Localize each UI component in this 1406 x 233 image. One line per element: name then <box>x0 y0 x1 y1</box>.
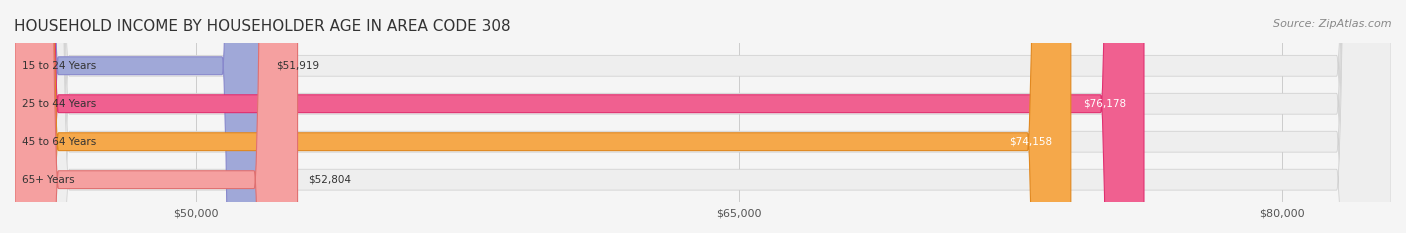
Text: HOUSEHOLD INCOME BY HOUSEHOLDER AGE IN AREA CODE 308: HOUSEHOLD INCOME BY HOUSEHOLDER AGE IN A… <box>14 19 510 34</box>
FancyBboxPatch shape <box>15 0 1391 233</box>
FancyBboxPatch shape <box>15 0 1144 233</box>
Text: 25 to 44 Years: 25 to 44 Years <box>22 99 97 109</box>
FancyBboxPatch shape <box>15 0 298 233</box>
Text: $76,178: $76,178 <box>1083 99 1126 109</box>
FancyBboxPatch shape <box>15 0 266 233</box>
Text: $51,919: $51,919 <box>277 61 319 71</box>
Text: Source: ZipAtlas.com: Source: ZipAtlas.com <box>1274 19 1392 29</box>
Text: 65+ Years: 65+ Years <box>22 175 75 185</box>
FancyBboxPatch shape <box>15 0 1391 233</box>
Text: $74,158: $74,158 <box>1010 137 1053 147</box>
Text: $52,804: $52,804 <box>308 175 352 185</box>
FancyBboxPatch shape <box>15 0 1391 233</box>
Text: 15 to 24 Years: 15 to 24 Years <box>22 61 97 71</box>
FancyBboxPatch shape <box>15 0 1391 233</box>
Text: 45 to 64 Years: 45 to 64 Years <box>22 137 97 147</box>
FancyBboxPatch shape <box>15 0 1071 233</box>
